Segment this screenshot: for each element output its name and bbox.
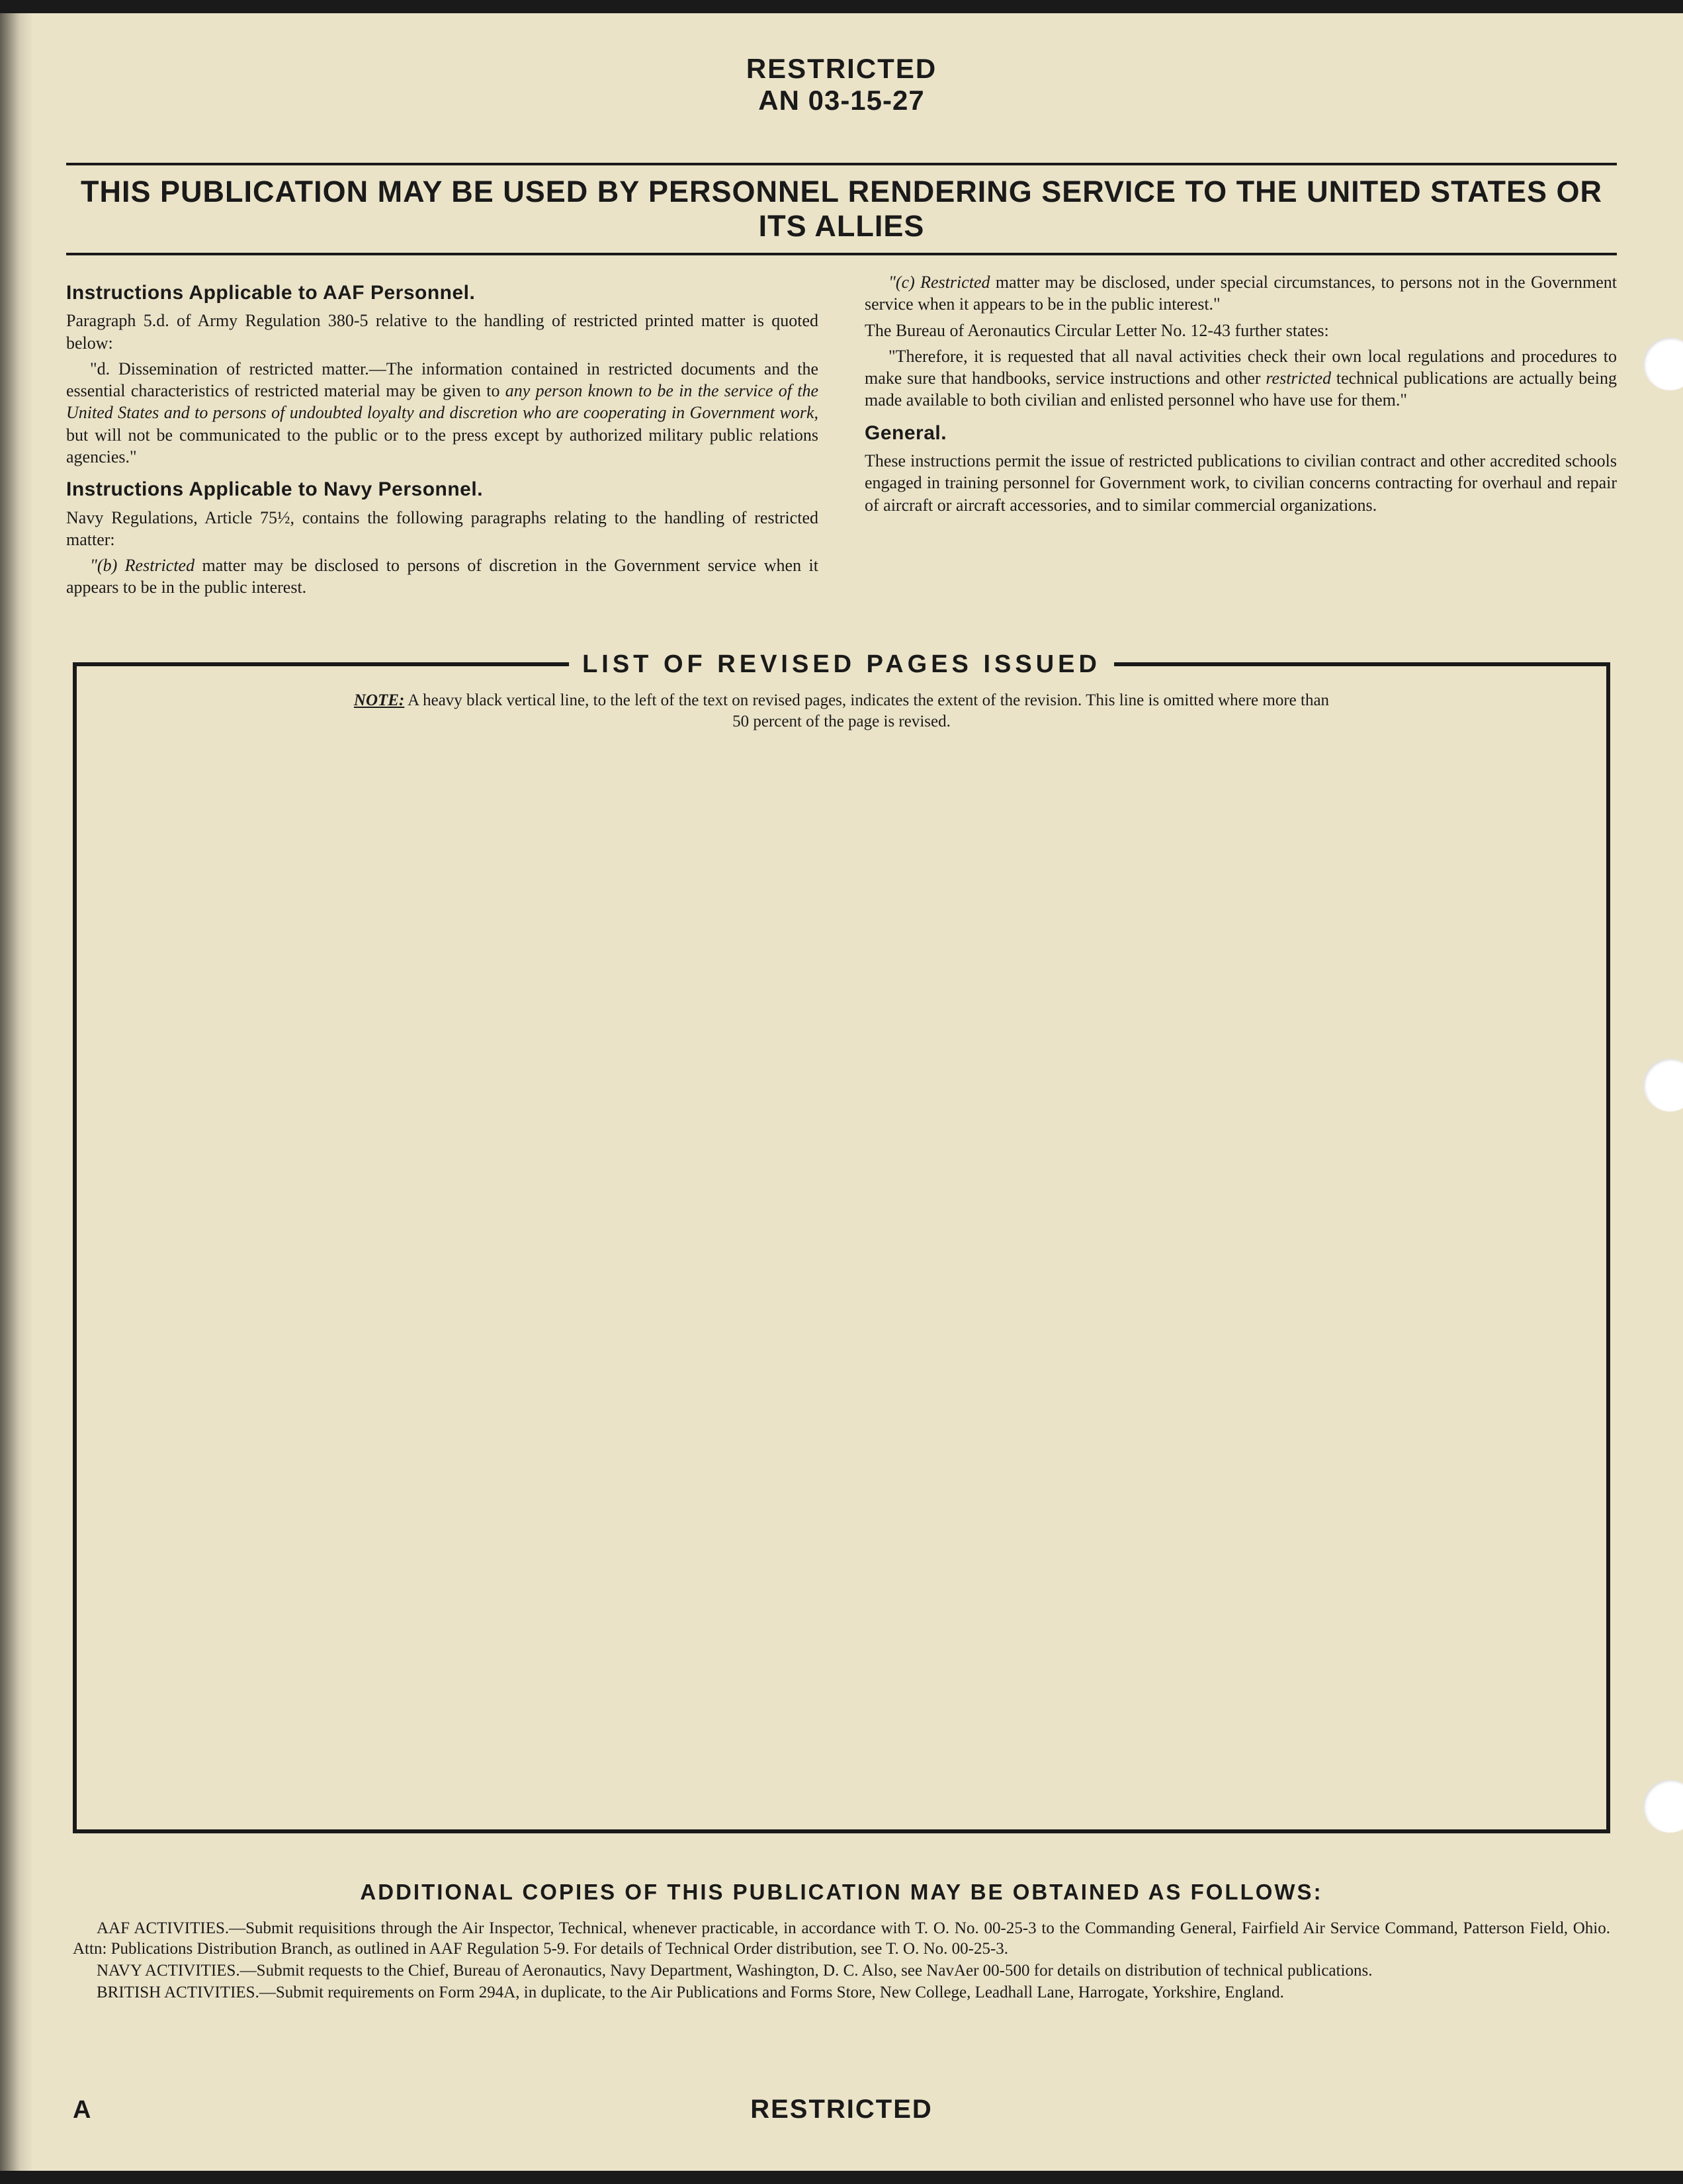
additional-copies-heading: ADDITIONAL COPIES OF THIS PUBLICATION MA… bbox=[66, 1880, 1617, 1905]
body-columns: Instructions Applicable to AAF Personnel… bbox=[66, 271, 1617, 603]
usage-banner: THIS PUBLICATION MAY BE USED BY PERSONNE… bbox=[66, 163, 1617, 255]
punch-hole bbox=[1643, 337, 1683, 390]
punch-hole bbox=[1643, 1780, 1683, 1833]
aaf-intro: Paragraph 5.d. of Army Regulation 380-5 … bbox=[66, 310, 818, 354]
distribution-instructions: AAF ACTIVITIES.—Submit requisitions thro… bbox=[73, 1918, 1610, 2003]
general-text: These instructions permit the issue of r… bbox=[865, 450, 1617, 516]
page-letter: A bbox=[73, 2096, 91, 2124]
document-page: RESTRICTED AN 03-15-27 THIS PUBLICATION … bbox=[0, 13, 1683, 2171]
navy-quote-c: "(c) Restricted matter may be disclosed,… bbox=[865, 271, 1617, 316]
document-number: AN 03-15-27 bbox=[66, 85, 1617, 116]
aaf-activities: AAF ACTIVITIES.—Submit requisitions thro… bbox=[73, 1918, 1610, 1960]
navy-intro: Navy Regulations, Article 75½, contains … bbox=[66, 507, 818, 551]
note-label: NOTE: bbox=[354, 691, 404, 709]
classification-bottom: RESTRICTED bbox=[750, 2095, 933, 2124]
note-text: A heavy black vertical line, to the left… bbox=[404, 691, 1329, 731]
text: but will not be communicated to the publ… bbox=[66, 425, 818, 466]
bureau-intro: The Bureau of Aeronautics Circular Lette… bbox=[865, 320, 1617, 341]
navy-quote-b: "(b) Restricted matter may be disclosed … bbox=[66, 554, 818, 599]
bureau-quote: "Therefore, it is requested that all nav… bbox=[865, 345, 1617, 412]
aaf-heading: Instructions Applicable to AAF Personnel… bbox=[66, 281, 818, 306]
italic-text: restricted bbox=[1266, 369, 1331, 388]
aaf-quote: "d. Dissemination of restricted matter.—… bbox=[66, 358, 818, 468]
navy-activities: NAVY ACTIVITIES.—Submit requests to the … bbox=[73, 1960, 1610, 1981]
classification-top: RESTRICTED bbox=[66, 53, 1617, 85]
right-column: "(c) Restricted matter may be disclosed,… bbox=[865, 271, 1617, 603]
italic-text: "(c) Restricted bbox=[888, 273, 990, 292]
revised-pages-title: LIST OF REVISED PAGES ISSUED bbox=[569, 650, 1114, 679]
revised-pages-box: LIST OF REVISED PAGES ISSUED NOTE: A hea… bbox=[73, 662, 1610, 1833]
left-column: Instructions Applicable to AAF Personnel… bbox=[66, 271, 818, 603]
general-heading: General. bbox=[865, 421, 1617, 446]
navy-heading: Instructions Applicable to Navy Personne… bbox=[66, 477, 818, 502]
italic-text: "(b) Restricted bbox=[90, 556, 194, 575]
revised-pages-note: NOTE: A heavy black vertical line, to th… bbox=[345, 690, 1338, 733]
british-activities: BRITISH ACTIVITIES.—Submit requirements … bbox=[73, 1982, 1610, 2003]
punch-hole bbox=[1643, 1059, 1683, 1112]
